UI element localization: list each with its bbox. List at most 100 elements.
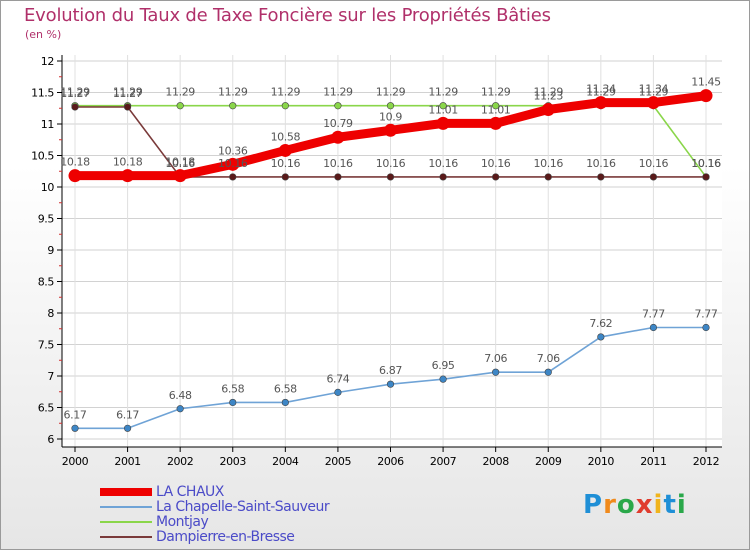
data-point-dampierre-en-bresse	[544, 173, 552, 181]
data-label-la-chapelle-saint-sauveur: 6.17	[64, 408, 87, 421]
data-label-montjay: 11.29	[323, 86, 353, 99]
data-label-la-chaux: 10.18	[60, 156, 90, 169]
data-point-la-chapelle-saint-sauveur	[334, 388, 342, 396]
data-label-montjay: 11.29	[376, 86, 406, 99]
data-label-montjay: 11.29	[271, 86, 301, 99]
data-label-dampierre-en-bresse: 10.16	[165, 157, 195, 170]
x-tick-label: 2007	[430, 455, 457, 468]
legend-item: La Chapelle-Saint-Sauveur	[100, 498, 330, 515]
y-tick-label: 10	[41, 181, 55, 194]
y-tick-label: 7	[47, 370, 54, 383]
x-tick-label: 2002	[167, 455, 193, 468]
legend-label: LA CHAUX	[156, 483, 224, 500]
data-label-la-chapelle-saint-sauveur: 7.77	[642, 307, 665, 320]
legend-swatch	[100, 487, 152, 496]
data-label-montjay: 11.29	[428, 86, 458, 99]
logo-letter: x	[635, 490, 654, 520]
y-unit-label: (en %)	[25, 28, 62, 41]
data-point-dampierre-en-bresse	[334, 173, 342, 181]
y-tick-label: 12	[41, 55, 54, 68]
x-tick-label: 2006	[377, 455, 404, 468]
data-label-la-chapelle-saint-sauveur: 6.95	[432, 359, 455, 372]
data-label-la-chaux: 10.36	[218, 144, 248, 157]
data-label-la-chapelle-saint-sauveur: 6.74	[326, 372, 349, 385]
x-tick-label: 2012	[693, 455, 719, 468]
data-point-dampierre-en-bresse	[123, 103, 132, 111]
y-tick-label: 9	[47, 244, 54, 257]
data-point-la-chapelle-saint-sauveur	[386, 380, 395, 388]
data-label-montjay: 10.16	[691, 157, 721, 170]
data-point-la-chapelle-saint-sauveur	[702, 323, 710, 332]
data-label-montjay: 11.29	[60, 86, 90, 99]
x-tick-label: 2011	[640, 455, 666, 468]
data-point-la-chapelle-saint-sauveur	[492, 368, 500, 376]
data-point-montjay	[334, 102, 342, 110]
x-tick-label: 2005	[325, 455, 352, 468]
data-point-montjay	[439, 102, 447, 110]
data-point-montjay	[386, 102, 395, 110]
data-label-la-chaux: 10.58	[271, 130, 301, 143]
data-label-la-chaux: 11.23	[534, 90, 564, 103]
data-label-montjay: 11.29	[113, 86, 143, 99]
data-label-dampierre-en-bresse: 11.27	[60, 87, 90, 100]
legend-swatch	[100, 535, 152, 538]
legend-item: Montjay	[100, 514, 329, 530]
data-point-la-chapelle-saint-sauveur	[71, 424, 79, 432]
data-point-la-chaux	[594, 96, 608, 110]
data-point-la-chapelle-saint-sauveur	[229, 398, 237, 407]
data-label-la-chaux: 10.18	[113, 156, 143, 169]
data-point-la-chaux	[384, 123, 397, 137]
logo-letter: i	[653, 490, 664, 520]
data-point-dampierre-en-bresse	[649, 173, 658, 181]
data-label-montjay: 11.29	[534, 86, 564, 99]
x-tick-label: 2003	[220, 455, 247, 468]
data-label-la-chapelle-saint-sauveur: 7.06	[537, 352, 560, 365]
legend-label: Dampierre-en-Bresse	[156, 528, 295, 545]
legend-swatch	[100, 520, 152, 523]
legend-item: LA CHAUX	[100, 483, 329, 500]
x-tick-label: 2000	[62, 455, 89, 468]
data-point-la-chaux	[331, 130, 345, 144]
data-label-la-chapelle-saint-sauveur: 7.62	[589, 317, 612, 330]
x-tick-label: 2009	[535, 455, 562, 468]
data-label-dampierre-en-bresse: 10.16	[218, 157, 248, 170]
y-tick-label: 8	[47, 307, 54, 320]
data-label-montjay: 11.29	[586, 86, 616, 99]
data-label-dampierre-en-bresse: 11.27	[113, 87, 143, 100]
data-point-la-chapelle-saint-sauveur	[597, 333, 605, 341]
data-label-la-chapelle-saint-sauveur: 6.58	[221, 382, 244, 395]
data-label-dampierre-en-bresse: 10.16	[691, 157, 721, 170]
data-label-la-chapelle-saint-sauveur: 6.17	[116, 408, 139, 421]
logo-letter: i	[676, 490, 687, 520]
data-point-la-chapelle-saint-sauveur	[176, 405, 184, 413]
y-tick-label: 10.5	[31, 150, 54, 163]
data-point-la-chaux	[489, 116, 503, 130]
data-point-la-chapelle-saint-sauveur	[281, 398, 289, 407]
y-tick-label: 11	[41, 118, 54, 131]
y-tick-label: 8.5	[38, 276, 55, 289]
data-point-la-chaux	[541, 103, 555, 117]
data-label-dampierre-en-bresse: 10.16	[639, 157, 669, 170]
data-point-la-chapelle-saint-sauveur	[544, 368, 552, 376]
y-tick-label: 11.5	[31, 87, 54, 100]
data-point-dampierre-en-bresse	[71, 103, 79, 111]
y-tick-label: 9.5	[38, 213, 55, 226]
line-chart: 6 6.5 7 7.5 8 8.5 9 9.5 10 10.5 11 11.5 12 2000 2001 20…	[31, 55, 722, 468]
data-point-dampierre-en-bresse	[597, 173, 605, 181]
data-point-la-chapelle-saint-sauveur	[123, 424, 132, 432]
data-point-montjay	[492, 102, 500, 110]
y-tick-label: 7.5	[38, 339, 55, 352]
data-point-la-chaux	[436, 116, 450, 130]
data-label-dampierre-en-bresse: 10.16	[428, 157, 458, 170]
y-tick-label: 6.5	[38, 402, 55, 415]
data-point-la-chaux	[278, 143, 292, 157]
data-label-la-chapelle-saint-sauveur: 6.48	[169, 389, 192, 402]
data-label-la-chapelle-saint-sauveur: 6.87	[379, 364, 402, 377]
data-label-la-chaux: 11.34	[639, 83, 669, 96]
data-label-dampierre-en-bresse: 10.16	[271, 157, 301, 170]
logo-letter: P	[583, 490, 604, 520]
legend-label: La Chapelle-Saint-Sauveur	[156, 498, 330, 515]
data-label-la-chaux: 10.18	[165, 156, 195, 169]
data-point-la-chapelle-saint-sauveur	[439, 375, 447, 383]
data-label-montjay: 11.29	[165, 86, 195, 99]
